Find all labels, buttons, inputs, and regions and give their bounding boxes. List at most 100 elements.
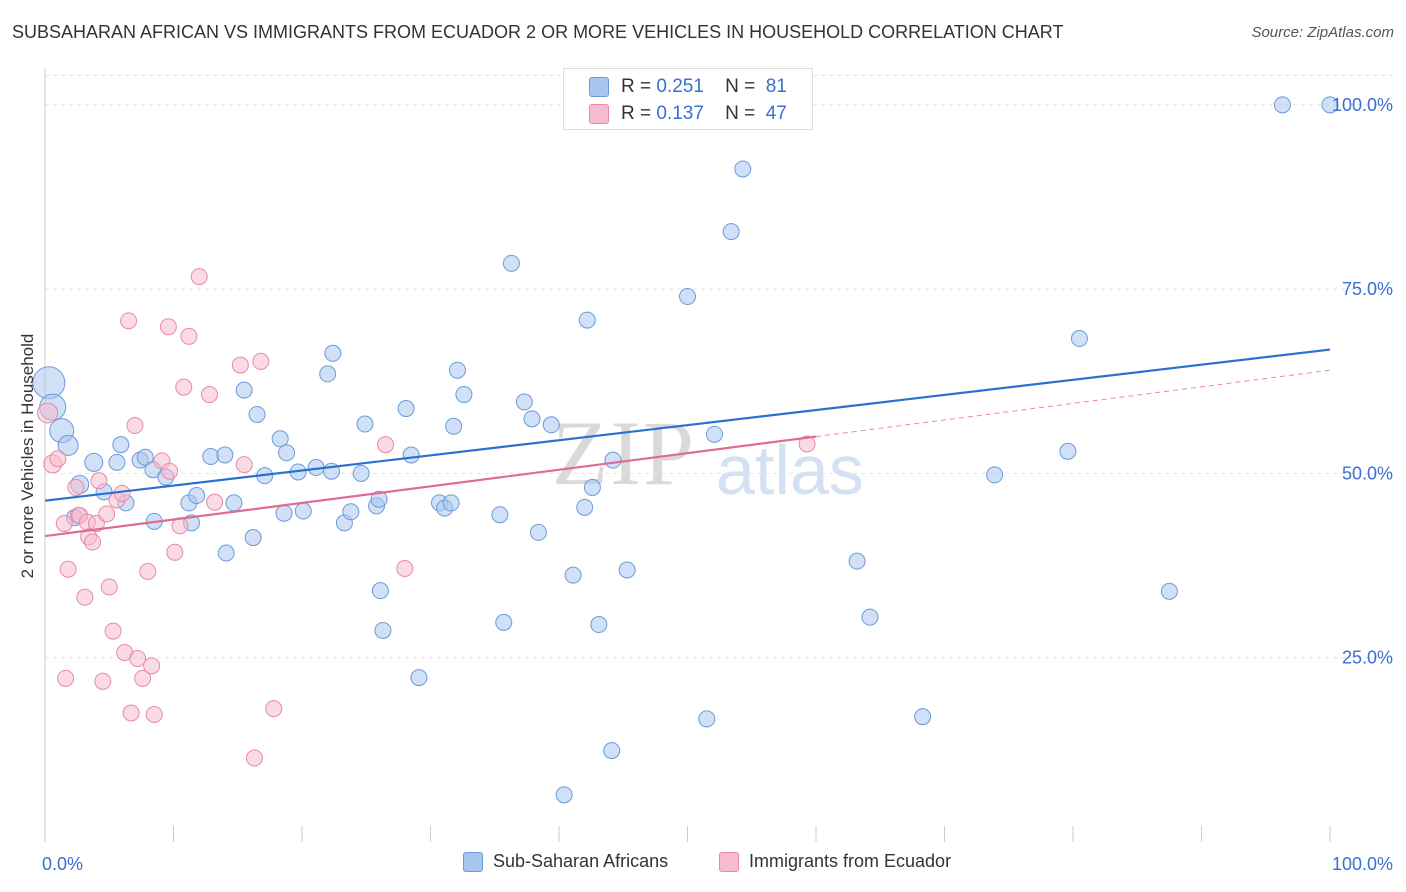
ecuador-point xyxy=(175,378,193,396)
legend-item-ecuador: Immigrants from Ecuador xyxy=(719,851,951,872)
r-label: R = xyxy=(621,76,652,97)
ecuador-point xyxy=(90,472,108,490)
subsaharan-point xyxy=(491,506,509,524)
subsaharan-point xyxy=(705,425,723,443)
subsaharan-point xyxy=(402,446,420,464)
ecuador-point xyxy=(37,402,59,424)
subsaharan-point xyxy=(442,494,460,512)
ecuador-point xyxy=(166,543,184,561)
subsaharan-point xyxy=(1160,582,1178,600)
ecuador-point xyxy=(49,450,67,468)
x-tick-label: 0.0% xyxy=(42,854,83,874)
y-tick-label: 25.0% xyxy=(1342,648,1393,668)
ecuador-point xyxy=(129,649,147,667)
ecuador-point xyxy=(139,562,157,580)
subsaharan-point xyxy=(319,365,337,383)
ecuador-point xyxy=(206,493,224,511)
subsaharan-point xyxy=(1273,96,1291,114)
subsaharan-point xyxy=(722,223,740,241)
subsaharan-point xyxy=(590,616,608,634)
axes xyxy=(44,68,1331,842)
pink-swatch xyxy=(719,851,739,872)
ecuador-point xyxy=(143,657,161,675)
y-tick-label: 100.0% xyxy=(1332,95,1393,115)
subsaharan-point xyxy=(294,502,312,520)
subsaharan-point xyxy=(342,503,360,521)
subsaharan-point xyxy=(555,786,573,804)
x-tick-label: 100.0% xyxy=(1332,854,1393,874)
r-value: 0.251 xyxy=(656,76,704,97)
ecuador-point xyxy=(159,318,177,336)
subsaharan-point xyxy=(352,464,370,482)
correlation-legend: R = 0.251 N = 81 R = 0.137 N = 47 xyxy=(563,68,813,130)
subsaharan-point xyxy=(217,544,235,562)
n-label: N = xyxy=(725,103,756,124)
blue-swatch xyxy=(589,77,609,97)
watermark-zip: ZIP xyxy=(552,402,696,504)
ecuador-trend-line xyxy=(44,435,817,538)
subsaharan-point xyxy=(914,708,932,726)
y-axis-label: 2 or more Vehicles in Household xyxy=(18,333,37,579)
subsaharan-point xyxy=(216,446,234,464)
ecuador-point xyxy=(100,578,118,596)
subsaharan-point xyxy=(1059,442,1077,460)
subsaharan-point xyxy=(542,416,560,434)
ecuador-point xyxy=(57,669,75,687)
ecuador-point xyxy=(122,704,140,722)
subsaharan-point xyxy=(136,448,154,466)
subsaharan-point xyxy=(84,452,104,472)
chart-title: SUBSAHARAN AFRICAN VS IMMIGRANTS FROM EC… xyxy=(12,22,1064,42)
ecuador-point xyxy=(104,622,122,640)
ecuador-point xyxy=(245,749,263,767)
subsaharan-point xyxy=(271,430,289,448)
subsaharan-point xyxy=(604,451,622,469)
subsaharan-point xyxy=(529,523,547,541)
subsaharan-point xyxy=(986,466,1004,484)
legend-row-subsaharan: R = 0.251 N = 81 xyxy=(589,75,787,99)
subsaharan-point xyxy=(1070,330,1088,348)
ecuador-point xyxy=(126,417,144,435)
pink-swatch xyxy=(589,104,609,124)
subsaharan-point xyxy=(356,415,374,433)
ecuador-point xyxy=(76,588,94,606)
subsaharan-trend-line xyxy=(44,348,1331,502)
subsaharan-point xyxy=(248,405,266,423)
subsaharan-point xyxy=(502,254,520,272)
legend-row-ecuador: R = 0.137 N = 47 xyxy=(589,102,787,126)
ecuador-point xyxy=(200,386,218,404)
subsaharan-point xyxy=(564,566,582,584)
ecuador-point xyxy=(377,436,395,454)
ecuador-point xyxy=(55,515,73,533)
subsaharan-point xyxy=(578,311,596,329)
n-value: 81 xyxy=(765,76,787,97)
series-legend: Sub-Saharan Africans Immigrants from Ecu… xyxy=(0,851,1406,877)
watermark-atlas: atlas xyxy=(716,431,864,509)
subsaharan-point xyxy=(225,494,243,512)
ecuador-point xyxy=(98,505,116,523)
subsaharan-point xyxy=(734,160,752,178)
legend-item-subsaharan: Sub-Saharan Africans xyxy=(463,851,668,872)
subsaharan-point xyxy=(679,288,696,306)
subsaharan-point xyxy=(618,561,636,579)
subsaharan-point xyxy=(455,386,473,404)
tick-labels: 25.0% 50.0% 75.0% 100.0% 0.0% 100.0% xyxy=(42,95,1393,874)
chart-source: Source: ZipAtlas.com xyxy=(1251,24,1394,41)
data-points xyxy=(32,96,1339,804)
y-tick-label: 50.0% xyxy=(1342,463,1393,483)
ecuador-point xyxy=(161,462,179,480)
ecuador-point xyxy=(59,560,77,578)
ecuador-point xyxy=(190,268,208,286)
legend-label: Immigrants from Ecuador xyxy=(749,851,952,871)
subsaharan-point xyxy=(370,490,388,508)
subsaharan-point xyxy=(698,710,716,728)
subsaharan-point xyxy=(576,498,594,516)
trend-lines xyxy=(44,348,1331,538)
subsaharan-point xyxy=(188,487,206,505)
ecuador-point xyxy=(252,352,270,370)
r-label: R = xyxy=(621,103,652,124)
subsaharan-point xyxy=(112,436,130,454)
ecuador-point xyxy=(231,356,249,374)
subsaharan-point xyxy=(324,344,342,362)
ecuador-point xyxy=(84,533,102,551)
